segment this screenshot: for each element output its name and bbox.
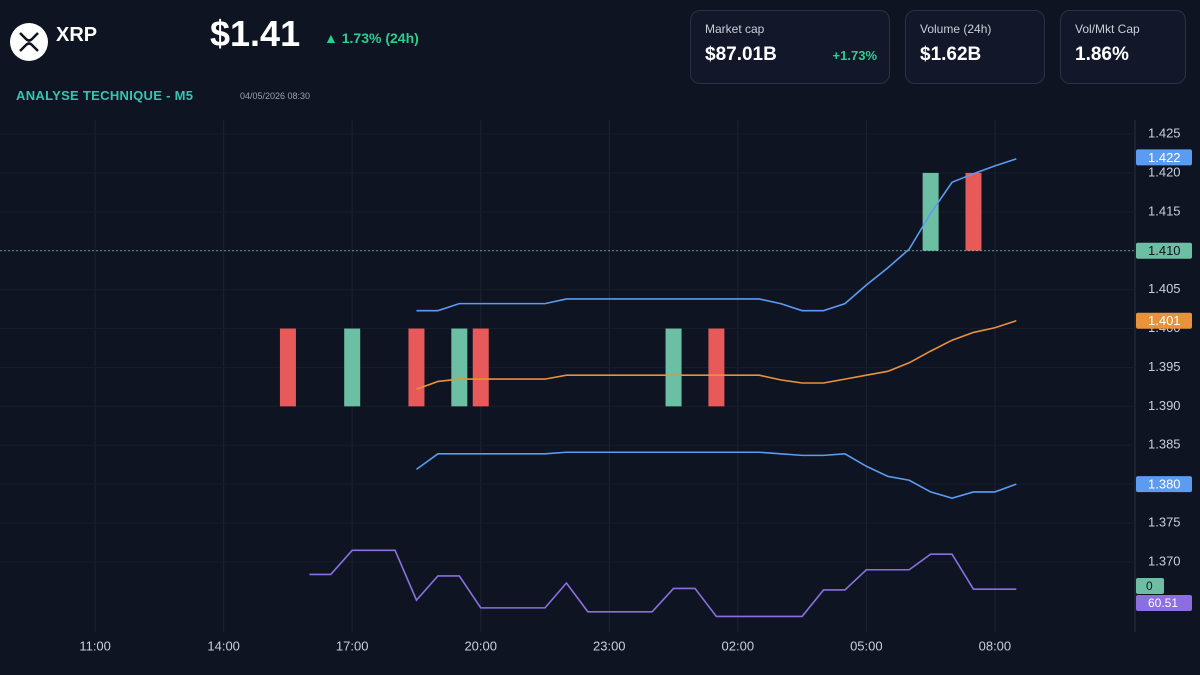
x-tick-label: 02:00 xyxy=(722,638,755,653)
stat-card: Vol/Mkt Cap 1.86% xyxy=(1060,10,1186,84)
x-tick-label: 20:00 xyxy=(464,638,497,653)
x-tick-label: 11:00 xyxy=(79,638,111,653)
section-title: ANALYSE TECHNIQUE - M5 xyxy=(16,88,194,103)
price-tag xyxy=(1136,312,1192,329)
price: $1.41 xyxy=(210,13,301,54)
symbol: XRP xyxy=(56,24,98,46)
x-tick-label: 23:00 xyxy=(593,638,626,653)
x-tick-label: 14:00 xyxy=(207,638,240,653)
stat-label: Volume (24h) xyxy=(920,22,992,36)
x-tick-label: 08:00 xyxy=(979,638,1012,653)
timestamp: 04/05/2026 08:30 xyxy=(240,91,311,101)
candle xyxy=(344,328,361,407)
y-tick-label: 1.375 xyxy=(1148,515,1181,530)
x-tick-label: 17:00 xyxy=(336,638,369,653)
series-line xyxy=(416,158,1017,312)
y-tick-label: 1.395 xyxy=(1148,359,1181,374)
logo-mark xyxy=(19,32,39,52)
y-tick-label: 1.370 xyxy=(1148,553,1181,568)
stat-card: Volume (24h) $1.62B xyxy=(905,10,1045,84)
candle xyxy=(451,328,468,407)
stat-change: +1.73% xyxy=(832,48,877,63)
y-tick-label: 1.425 xyxy=(1148,125,1181,140)
stat-value: $87.01B xyxy=(705,44,777,65)
candle xyxy=(279,328,296,407)
y-tick-label: 1.415 xyxy=(1148,203,1181,218)
candle xyxy=(708,328,725,407)
stat-value: 1.86% xyxy=(1075,44,1129,65)
candle xyxy=(472,328,489,407)
series-line xyxy=(416,319,1017,390)
stat-label: Vol/Mkt Cap xyxy=(1075,22,1140,36)
price-change: ▲ 1.73% (24h) xyxy=(324,30,419,46)
price-tag-label: 1.410 xyxy=(1148,243,1181,258)
y-tick-label: 1.385 xyxy=(1148,437,1181,452)
stat-card: Market cap $87.01B +1.73% xyxy=(690,10,890,84)
y-tick-label: 1.405 xyxy=(1148,281,1181,296)
stat-value: $1.62B xyxy=(920,44,982,65)
price-tag xyxy=(1136,149,1192,166)
price-tag xyxy=(1136,242,1192,259)
series-line xyxy=(309,549,1017,618)
indicator-tag-label: 60.51 xyxy=(1148,596,1178,610)
candle xyxy=(665,328,682,407)
candle xyxy=(922,172,939,251)
indicator-tag xyxy=(1136,595,1192,611)
y-tick-label: 1.420 xyxy=(1148,164,1181,179)
logo xyxy=(10,23,48,61)
series-line xyxy=(415,451,1017,499)
candle xyxy=(965,172,982,251)
price-tag xyxy=(1136,476,1192,493)
price-tag-label: 1.380 xyxy=(1148,477,1181,492)
indicator-tag xyxy=(1136,578,1164,594)
price-tag-label: 1.422 xyxy=(1148,150,1181,165)
candle xyxy=(408,328,425,407)
indicator-tag-label: 0 xyxy=(1146,579,1153,593)
x-tick-label: 05:00 xyxy=(850,638,883,653)
price-tag-label: 1.401 xyxy=(1148,313,1181,328)
y-tick-label: 1.390 xyxy=(1148,398,1181,413)
stat-label: Market cap xyxy=(705,22,765,36)
